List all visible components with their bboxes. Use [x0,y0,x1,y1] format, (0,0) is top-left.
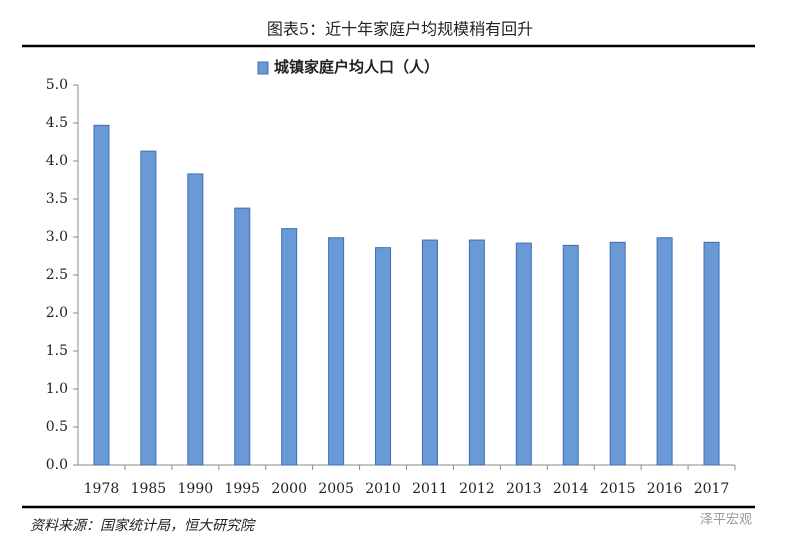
y-tick-label: 4.0 [46,153,68,169]
bar [703,241,720,466]
x-tick-label: 2012 [459,481,495,497]
bar [187,173,204,466]
x-tick-label: 2014 [553,481,589,497]
bar [281,228,298,466]
x-tick-label: 2015 [600,481,636,497]
x-tick-label: 2005 [318,481,354,497]
y-tick-label: 0.0 [46,457,68,473]
x-tick-label: 2000 [271,481,307,497]
x-tick-label: 2016 [647,481,683,497]
y-tick-label: 5.0 [46,77,68,93]
bar [140,150,157,466]
bar [609,241,626,466]
bar [328,237,345,466]
y-tick-label: 1.0 [46,381,68,397]
bar [562,244,579,466]
x-tick-label: 2011 [412,481,448,497]
bar [468,239,485,466]
x-tick-label: 1985 [131,481,167,497]
bar [375,247,392,466]
x-tick-label: 2013 [506,481,542,497]
y-tick-label: 3.0 [46,229,68,245]
x-tick-label: 1978 [84,481,120,497]
y-tick-label: 1.5 [46,343,68,359]
x-tick-label: 2010 [365,481,401,497]
bar [656,237,673,466]
y-tick-label: 3.5 [46,191,68,207]
y-tick-label: 2.5 [46,267,68,283]
legend-label: 城镇家庭户均人口（人） [274,58,439,76]
bar [515,242,532,466]
x-tick-label: 1995 [224,481,260,497]
bar [234,207,251,466]
y-tick-label: 0.5 [46,419,68,435]
source-note: 资料来源：国家统计局，恒大研究院 [30,518,256,534]
bar [93,124,110,466]
watermark: 泽平宏观 [700,513,752,528]
chart-title: 图表5：近十年家庭户均规模稍有回升 [267,20,533,39]
y-tick-label: 2.0 [46,305,68,321]
legend-swatch [257,61,269,75]
x-tick-label: 1990 [178,481,214,497]
x-tick-label: 2017 [694,481,730,497]
bar [421,239,438,466]
y-tick-label: 4.5 [46,115,68,131]
